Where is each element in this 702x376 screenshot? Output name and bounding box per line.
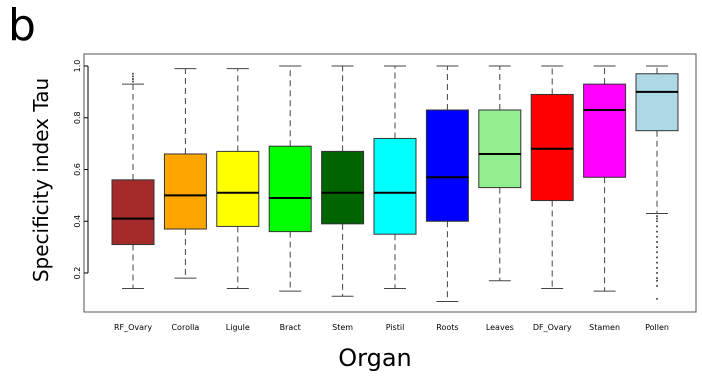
x-tick-label: RF_Ovary	[114, 323, 152, 332]
outlier-point	[656, 277, 658, 280]
box-ligule	[216, 68, 260, 290]
outlier-point	[656, 220, 658, 223]
x-axis-title: Organ	[338, 344, 412, 372]
iqr-box	[530, 93, 574, 202]
outlier-point	[656, 215, 658, 218]
iqr-box	[373, 137, 417, 235]
outlier-point	[656, 246, 658, 249]
iqr-box	[425, 109, 469, 222]
outlier-point	[656, 251, 658, 254]
y-tick-label: 1.0	[73, 60, 82, 73]
x-tick-label: Corolla	[171, 323, 199, 332]
outlier-point	[656, 297, 658, 300]
boxes-group	[111, 65, 679, 302]
x-tick-label: Pistil	[386, 323, 405, 332]
box-pistil	[373, 65, 417, 290]
y-axis: 0.2 0.4 0.6 0.8 1.0	[73, 60, 89, 280]
panel-label: b	[8, 0, 36, 51]
outlier-point	[656, 230, 658, 233]
plot-frame	[83, 53, 697, 313]
iqr-box	[216, 150, 260, 227]
outlier-point	[656, 240, 658, 243]
x-tick-label: DF_Ovary	[533, 323, 572, 332]
y-tick-label: 0.4	[73, 215, 82, 228]
outlier-point	[656, 217, 658, 220]
iqr-box	[268, 145, 312, 233]
iqr-box	[478, 109, 522, 189]
iqr-box	[163, 153, 207, 230]
x-tick-label: Bract	[280, 323, 301, 332]
box-df-ovary	[530, 65, 574, 290]
iqr-box	[111, 179, 155, 246]
outlier-point	[656, 225, 658, 228]
box-bract	[268, 65, 312, 292]
outlier-point	[656, 266, 658, 269]
iqr-box	[583, 83, 627, 178]
outlier-point	[656, 279, 658, 282]
outlier-point	[656, 235, 658, 238]
box-corolla	[163, 68, 207, 279]
box-roots	[425, 65, 469, 302]
outlier-point	[656, 261, 658, 264]
x-tick-label: Stem	[332, 323, 353, 332]
box-stamen	[583, 65, 627, 292]
x-tick-label: Stamen	[589, 323, 620, 332]
box-rf-ovary	[111, 72, 155, 290]
x-tick-label: Leaves	[486, 323, 514, 332]
y-tick-label: 0.8	[73, 111, 82, 124]
outlier-point	[132, 75, 134, 78]
iqr-box	[635, 73, 679, 132]
x-tick-label: Roots	[436, 323, 458, 332]
box-leaves	[478, 65, 522, 282]
outlier-point	[656, 284, 658, 287]
outlier-point	[132, 72, 134, 75]
x-tick-label: Ligule	[226, 323, 250, 332]
outlier-point	[132, 80, 134, 83]
box-stem	[321, 65, 365, 297]
outlier-point	[656, 256, 658, 259]
iqr-box	[321, 150, 365, 225]
y-tick-label: 0.6	[73, 163, 82, 176]
box-pollen	[635, 65, 679, 300]
x-tick-labels: RF_Ovary Corolla Ligule Bract Stem Pistil Root…	[114, 323, 669, 332]
y-tick-label: 0.2	[73, 267, 82, 280]
outlier-point	[132, 77, 134, 80]
y-axis-title: Specificity index Tau	[29, 78, 53, 282]
outlier-point	[656, 272, 658, 274]
x-tick-label: Pollen	[645, 323, 669, 332]
